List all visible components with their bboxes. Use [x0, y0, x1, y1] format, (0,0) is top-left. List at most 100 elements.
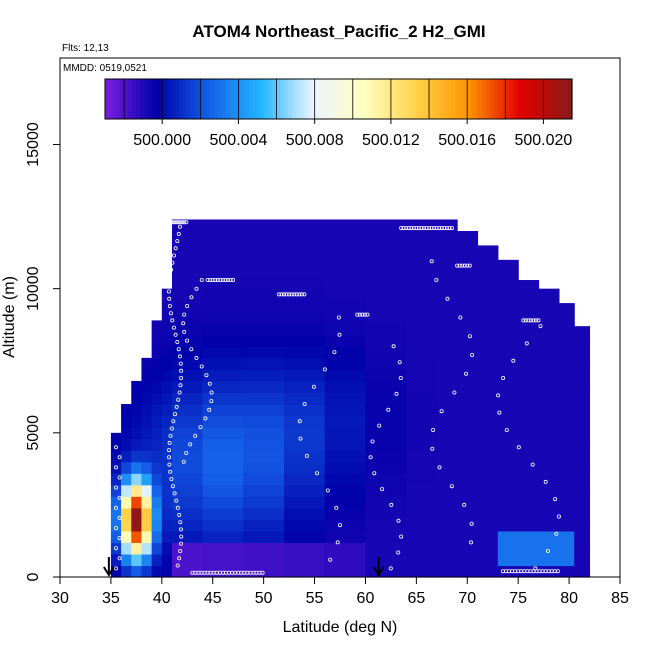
flight-track-point [171, 325, 176, 330]
heatmap-cell [172, 496, 204, 509]
heatmap-cell [497, 323, 519, 336]
heatmap-cell [141, 461, 153, 474]
flight-track-point [299, 292, 304, 297]
heatmap-cell [497, 507, 519, 520]
heatmap-cell [324, 553, 367, 567]
colorbar-segment [272, 79, 277, 119]
down-arrow-head [372, 566, 385, 577]
heatmap-cell [574, 326, 591, 336]
y-tick-label: 5000 [25, 415, 42, 451]
heatmap-cell [538, 346, 560, 359]
colorbar-segment [443, 79, 449, 119]
heatmap-cell [141, 369, 153, 382]
heatmap-cell [131, 565, 143, 578]
flight-track-point [460, 263, 465, 268]
colorbar-segment [501, 79, 507, 119]
flight-track-point [166, 289, 171, 294]
heatmap-cell [406, 496, 438, 509]
heatmap-cell [365, 357, 407, 370]
heatmap-cell [324, 496, 367, 509]
heatmap-cell [538, 415, 560, 428]
flight-track-point [468, 540, 473, 545]
heatmap-cell [574, 542, 591, 555]
heatmap-cell [457, 231, 479, 244]
heatmap-cell [324, 300, 367, 313]
heatmap-cell [161, 450, 173, 463]
heatmap-cell [202, 300, 244, 313]
heatmap-cell [131, 461, 143, 474]
heatmap-cell [574, 438, 591, 451]
heatmap-cell [477, 415, 499, 428]
flight-track-point [167, 440, 172, 445]
heatmap-cell [477, 277, 499, 290]
heatmap-cell [202, 404, 244, 417]
colorbar-segment [466, 79, 472, 119]
heatmap-cell [477, 496, 499, 509]
heatmap-cell [436, 542, 458, 555]
colorbar-segment [175, 79, 180, 119]
heatmap-cell [436, 323, 458, 336]
heatmap-cell [436, 427, 458, 440]
heatmap-cell [436, 438, 458, 451]
flight-track-point [554, 531, 559, 536]
flight-track-point [184, 450, 189, 455]
flight-track-point [172, 491, 177, 496]
heatmap-cell [151, 320, 163, 324]
heatmap-cell [558, 369, 575, 382]
heatmap-cell [151, 357, 163, 370]
heatmap-cell [538, 461, 560, 474]
colorbar-segment [431, 79, 437, 119]
flight-track-point [414, 226, 419, 231]
colorbar-segment [447, 79, 452, 119]
heatmap-cell [151, 530, 163, 543]
flight-track-point [182, 220, 187, 225]
flight-track-point [184, 220, 189, 225]
flight-track-point [281, 292, 286, 297]
heatmap-cell [243, 219, 285, 232]
flight-track-point [337, 523, 342, 528]
flight-track-point [179, 375, 184, 380]
colorbar-segment [202, 79, 207, 119]
heatmap-cell [538, 369, 560, 382]
flight-track-point [220, 277, 225, 282]
flight-track-point [555, 569, 560, 574]
heatmap-cell [406, 542, 438, 555]
flight-track-point [298, 436, 303, 441]
heatmap-cell [538, 496, 560, 509]
flight-track-point [397, 360, 402, 365]
heatmap-cell [243, 415, 285, 428]
heatmap-cell [558, 346, 575, 359]
x-tick-label: 50 [255, 590, 273, 607]
heatmap-cell [477, 245, 499, 255]
heatmap-cell [477, 542, 499, 555]
heatmap-cell [243, 300, 285, 313]
colorbar-segment [311, 79, 316, 119]
heatmap-cell [365, 507, 407, 520]
colorbar-segment [322, 79, 328, 119]
colorbar-segment [260, 79, 266, 119]
heatmap-cell [574, 565, 591, 578]
flight-track-point [332, 350, 337, 355]
heatmap-cell [243, 311, 285, 324]
flight-track-point [311, 384, 316, 389]
heatmap-cell [477, 254, 499, 267]
down-arrow-icon [103, 557, 115, 577]
heatmap-cell [406, 553, 438, 567]
heatmap-cell [110, 438, 122, 451]
heatmap-cell [436, 265, 458, 278]
heatmap-cell [121, 473, 132, 486]
heatmap-cell [406, 473, 438, 486]
heatmap-cell [243, 542, 285, 555]
colorbar-segment [354, 79, 359, 119]
colorbar-segment [229, 79, 235, 119]
flight-track-point [467, 263, 472, 268]
flight-track-point [167, 296, 172, 301]
heatmap-cell [243, 530, 285, 543]
heatmap-cell [161, 473, 173, 486]
heatmap-cell [161, 300, 173, 313]
heatmap-cell [574, 427, 591, 440]
colorbar-segment [190, 79, 196, 119]
heatmap-cell [457, 484, 479, 497]
flight-track-point [416, 226, 421, 231]
flight-track-point [357, 312, 362, 317]
